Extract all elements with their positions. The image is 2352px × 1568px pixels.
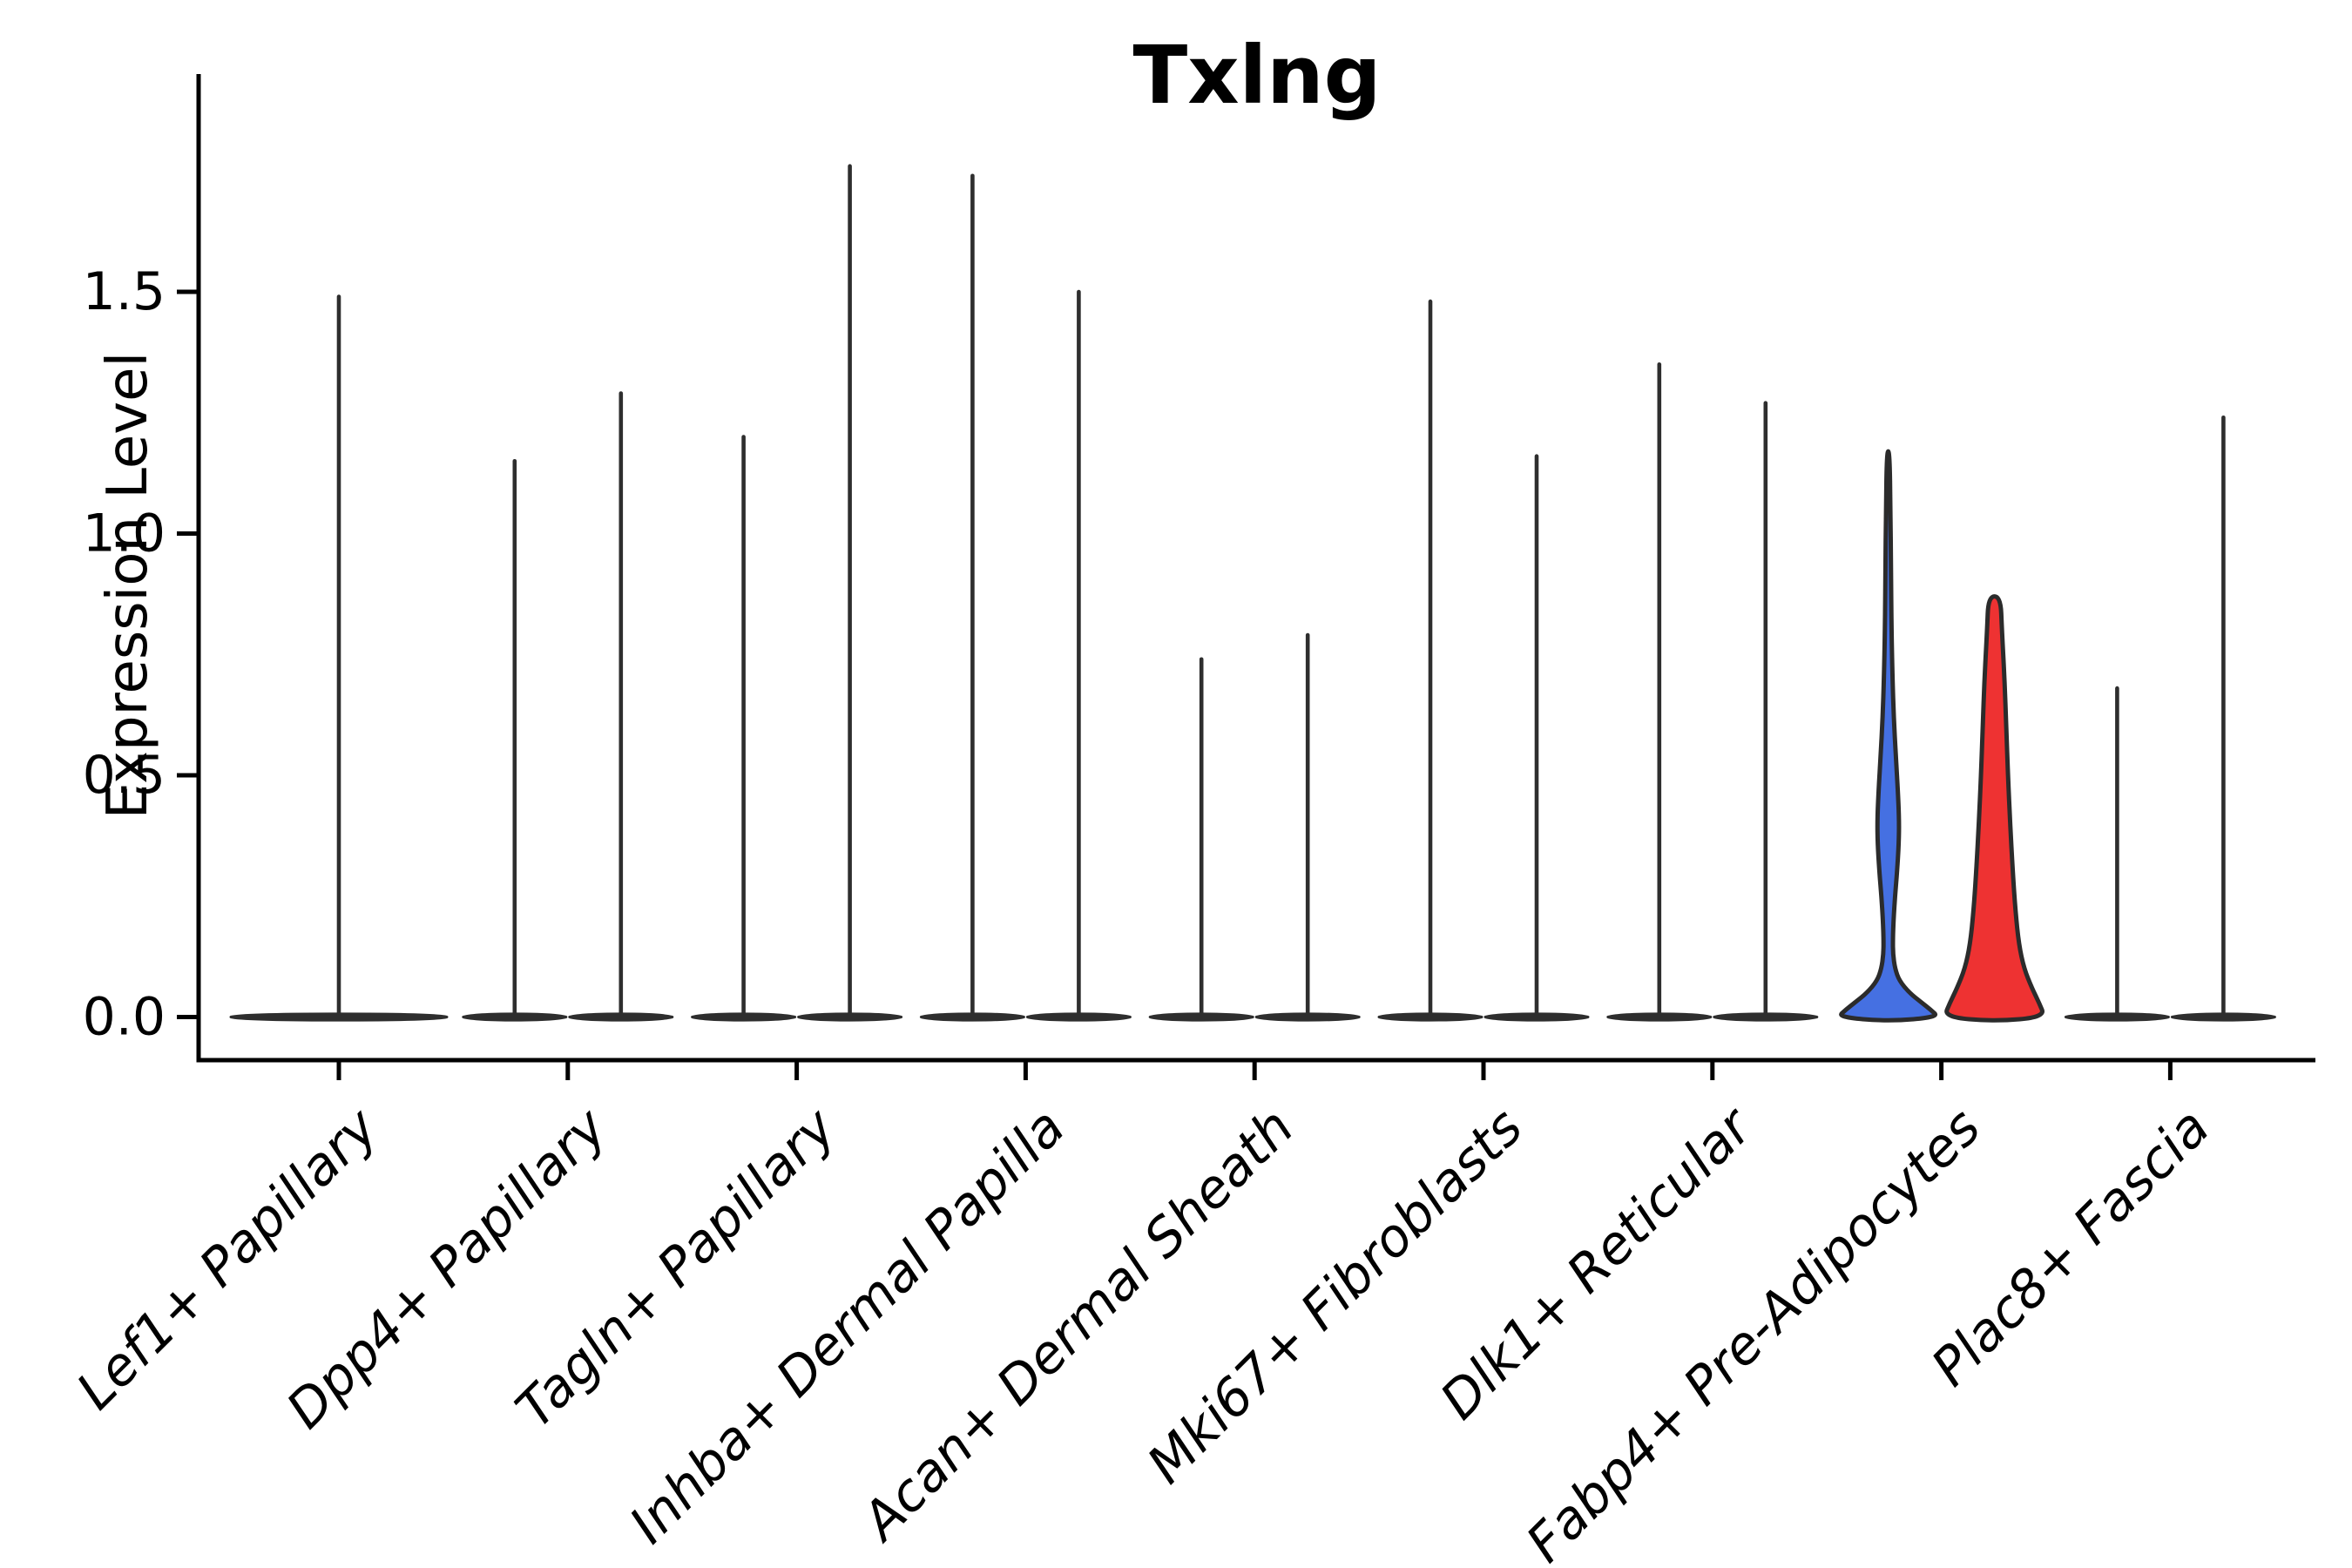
y-tick-label-1.5: 1.5	[83, 261, 166, 322]
violin-9-group-1	[2064, 686, 2170, 1022]
violin-5-group-2	[1254, 632, 1361, 1022]
violin-shape	[1839, 449, 1938, 1023]
violin-3-group-2	[797, 164, 903, 1022]
y-tick-label-1.0: 1.0	[83, 504, 166, 564]
violin-4-group-2	[1025, 289, 1132, 1022]
violin-category-9	[2064, 415, 2276, 1022]
violin-category-8	[1839, 449, 2044, 1023]
violin-category-3	[691, 164, 903, 1022]
violin-category-5	[1148, 632, 1361, 1022]
violin-5-group-1	[1148, 657, 1254, 1022]
x-tick-label-8: Fabp4+ Pre-Adipocytes	[1515, 1097, 1992, 1568]
violins-layer	[229, 164, 2276, 1023]
violin-2-group-2	[568, 391, 674, 1022]
x-tick-label-5: Acan+ Dermal Sheath	[848, 1097, 1306, 1554]
x-tick-label-6: Mki67+ Fibroblasts	[1136, 1097, 1535, 1496]
violin-8-group-2	[1944, 594, 2044, 1023]
violin-8-group-1	[1839, 449, 1938, 1023]
violin-category-2	[462, 391, 674, 1022]
violin-7-group-1	[1606, 362, 1713, 1022]
x-tick-label-4: Inhba+ Dermal Papilla	[618, 1097, 1077, 1555]
violin-6-group-2	[1484, 454, 1590, 1022]
chart-title: Txlng	[1133, 29, 1382, 122]
violin-shape	[1944, 594, 2044, 1023]
violin-2-group-1	[462, 458, 568, 1022]
violin-9-group-2	[2170, 415, 2276, 1022]
y-tick-label-0.5: 0.5	[83, 745, 166, 806]
violin-category-1	[229, 294, 449, 1022]
violin-7-group-2	[1713, 401, 1819, 1022]
violin-category-7	[1606, 362, 1819, 1022]
violin-category-6	[1377, 299, 1590, 1022]
violin-category-4	[919, 173, 1132, 1022]
violin-3-group-1	[691, 435, 797, 1022]
y-axis-label: Expression Level	[96, 352, 160, 820]
y-tick-label-0.0: 0.0	[83, 987, 166, 1048]
violin-6-group-1	[1377, 299, 1484, 1022]
violin-4-group-1	[919, 173, 1025, 1022]
y-axis-ticks: 0.0 0.5 1.0 1.5	[83, 261, 199, 1048]
